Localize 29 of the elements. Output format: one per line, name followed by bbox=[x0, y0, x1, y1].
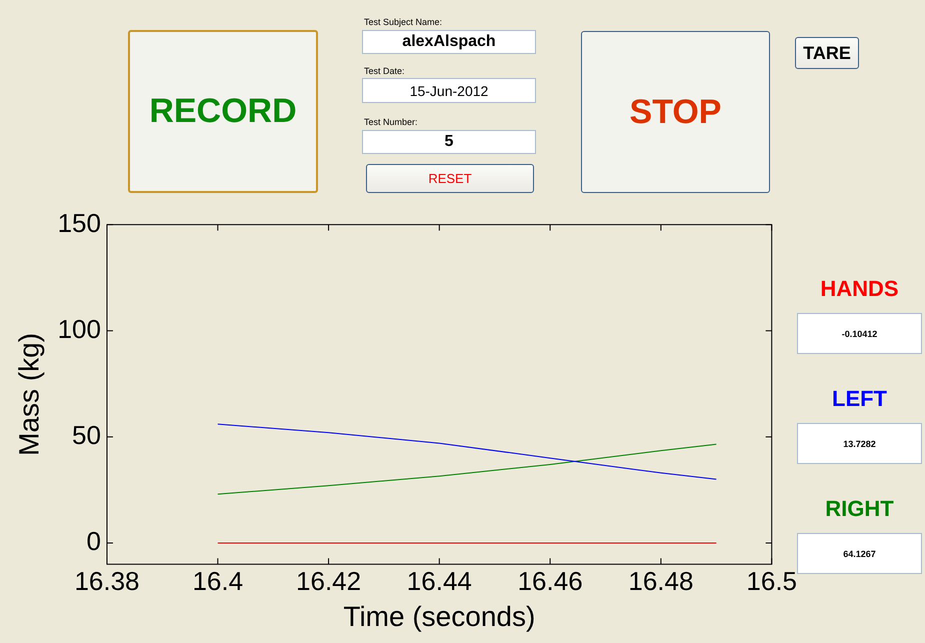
text: HANDS bbox=[819, 276, 900, 302]
y-tick-label: 0 bbox=[86, 526, 101, 556]
text: RESET bbox=[366, 164, 534, 193]
text: Test Subject Name: bbox=[364, 16, 444, 29]
y-tick-label: 150 bbox=[58, 208, 101, 238]
y-tick-label: 50 bbox=[72, 420, 101, 450]
x-tick-label: 16.48 bbox=[628, 566, 694, 596]
x-axis-title: Time (seconds) bbox=[343, 600, 536, 632]
y-tick-label: 100 bbox=[58, 314, 101, 344]
text: TARE bbox=[795, 37, 859, 69]
x-tick-label: 16.4 bbox=[192, 566, 244, 596]
x-tick-label: 16.5 bbox=[746, 566, 798, 596]
text: STOP bbox=[581, 31, 770, 193]
text: -0.10412 bbox=[797, 313, 922, 354]
text: 5 bbox=[362, 130, 536, 154]
text: LEFT bbox=[831, 386, 888, 412]
text: RECORD bbox=[128, 30, 318, 193]
text: RIGHT bbox=[824, 496, 895, 522]
x-tick-label: 16.44 bbox=[406, 566, 472, 596]
text: Test Date: bbox=[364, 65, 406, 78]
text: alexAlspach bbox=[362, 30, 536, 54]
text: 13.7282 bbox=[797, 423, 922, 464]
text: Test Number: bbox=[364, 116, 419, 129]
x-tick-label: 16.42 bbox=[296, 566, 362, 596]
text: 15-Jun-2012 bbox=[362, 78, 536, 103]
x-tick-label: 16.38 bbox=[74, 566, 140, 596]
x-tick-label: 16.46 bbox=[518, 566, 583, 596]
y-axis-title: Mass (kg) bbox=[14, 332, 45, 456]
text: 64.1267 bbox=[797, 533, 922, 574]
